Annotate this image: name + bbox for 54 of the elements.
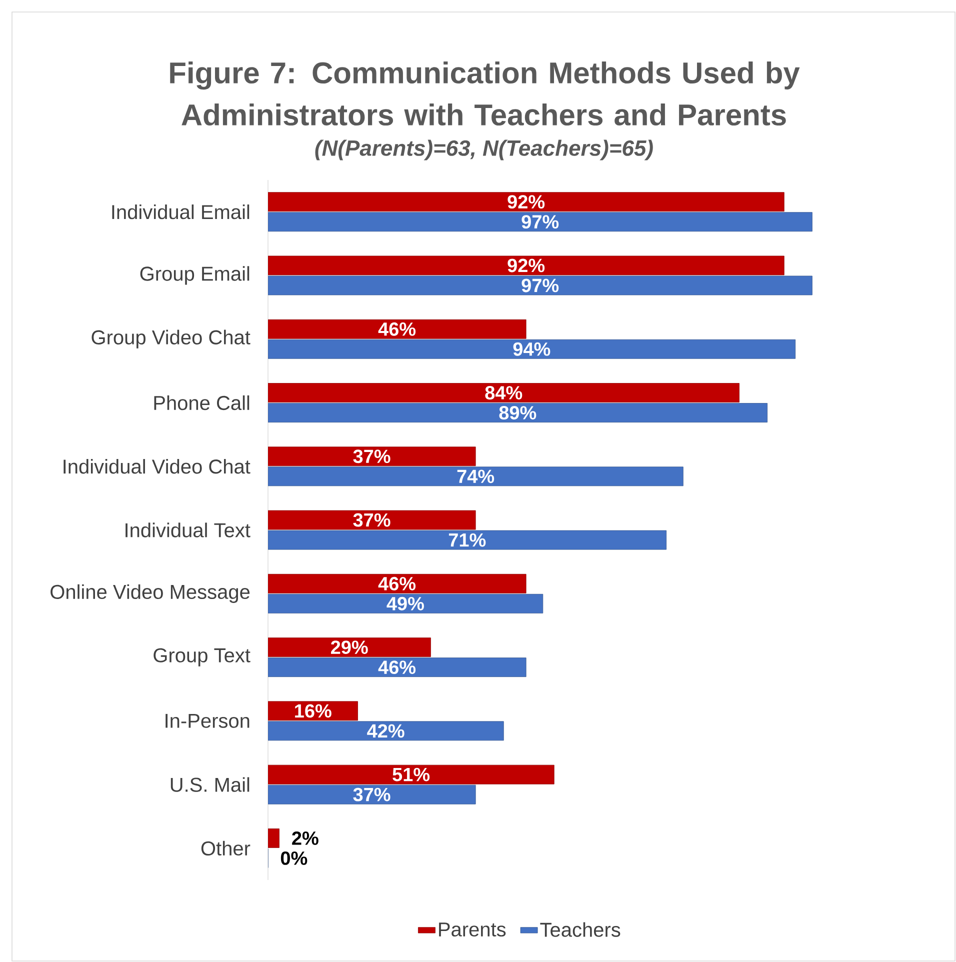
data-label: 71% [448, 533, 486, 547]
data-label: 92% [508, 258, 545, 272]
data-label: 94% [513, 342, 550, 356]
data-label: 97% [522, 215, 559, 229]
data-label: 37% [353, 788, 390, 802]
y-tick-label: In-Person [166, 714, 250, 728]
data-label: 92% [508, 195, 545, 209]
y-tick-label: Other [201, 840, 250, 856]
data-label: 89% [499, 406, 536, 420]
data-label: 46% [378, 322, 416, 336]
data-label: 46% [378, 576, 416, 590]
bar [268, 828, 280, 848]
y-tick-label: Individual Email [112, 204, 250, 220]
bar [268, 319, 526, 339]
legend-label: Teachers [540, 922, 620, 937]
y-tick-label: Online Video Message [50, 584, 250, 603]
bar [268, 256, 784, 276]
bar [268, 530, 667, 550]
bar [268, 658, 526, 677]
data-label: 37% [353, 450, 390, 464]
bar [268, 466, 684, 486]
y-tick-label: Phone Call [154, 395, 250, 410]
bar [268, 764, 554, 784]
bar [268, 594, 544, 614]
y-tick-label: Group Email [140, 266, 250, 285]
data-label: 46% [378, 660, 416, 674]
y-tick-label: U.S. Mail [170, 777, 250, 792]
bar [268, 383, 740, 402]
data-label: 29% [330, 640, 368, 654]
data-label: 51% [392, 768, 430, 782]
data-label: 37% [353, 513, 390, 527]
bar [268, 192, 784, 212]
y-tick-label: Group Video Chat [92, 330, 250, 348]
bar [268, 574, 526, 594]
bar [268, 403, 768, 422]
data-label: 2% [292, 831, 318, 845]
bar [268, 721, 504, 741]
data-label: 42% [367, 724, 404, 738]
y-tick-label: Individual Text [126, 522, 250, 538]
data-label: 0% [280, 851, 308, 865]
data-label: 97% [522, 278, 559, 292]
y-tick-label: Individual Video Chat [64, 459, 250, 474]
data-label: 49% [386, 596, 424, 610]
bar [268, 446, 476, 466]
data-label: 16% [295, 704, 332, 718]
chart-title: Figure 7: Communication Methods Used by Administrators with Teachers and Parents [170, 62, 800, 126]
y-tick-label: Group Text [154, 648, 250, 666]
chart-subtitle: (N(Parents)=63, N(Teachers)=65) [315, 140, 653, 160]
data-label: 74% [457, 470, 494, 484]
bar [268, 212, 812, 232]
legend-label: Parents [439, 922, 506, 937]
data-label: 84% [485, 386, 522, 400]
bar [268, 339, 796, 359]
bar [268, 276, 812, 296]
